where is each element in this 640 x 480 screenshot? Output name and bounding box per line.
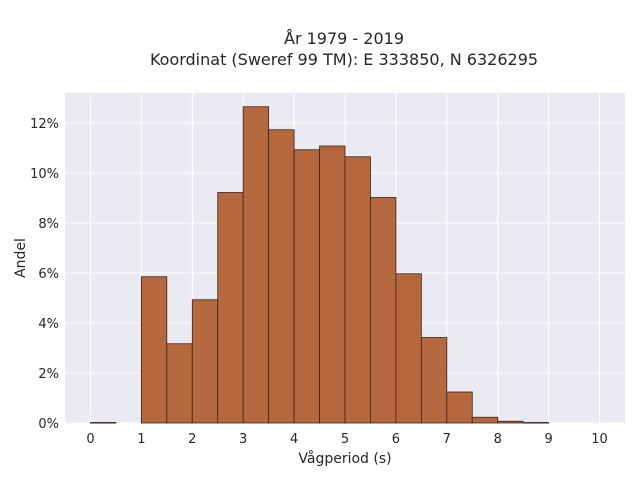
y-axis-label: Andel: [13, 238, 29, 278]
histogram-bars: [90, 106, 550, 424]
histogram-bar: [522, 422, 550, 424]
y-tick-label: 4%: [38, 317, 59, 332]
x-tick-label: 9: [544, 432, 552, 447]
y-tick-label: 12%: [30, 117, 59, 132]
histogram-bar: [319, 145, 346, 424]
x-tick-label: 3: [239, 432, 247, 447]
y-tick-label: 6%: [38, 267, 59, 282]
y-tick-label: 0%: [38, 417, 59, 432]
x-tick-label: 0: [86, 432, 94, 447]
chart-title: År 1979 - 2019: [284, 29, 404, 48]
x-tick-label: 5: [341, 432, 349, 447]
x-tick-label: 2: [188, 432, 196, 447]
x-tick-label: 7: [443, 432, 451, 447]
histogram-bar: [268, 129, 295, 424]
histogram-bar: [497, 420, 524, 424]
histogram-bar: [191, 299, 219, 424]
x-tick-label: 4: [290, 432, 298, 447]
histogram-bar: [242, 106, 270, 424]
y-tick-label: 10%: [30, 167, 59, 182]
x-axis-label: Vågperiod (s): [298, 450, 391, 467]
histogram-bar: [166, 343, 193, 424]
x-tick-label: 8: [494, 432, 502, 447]
histogram-bar: [471, 416, 499, 424]
x-tick-label: 6: [392, 432, 400, 447]
y-tick-label: 2%: [38, 367, 59, 382]
x-tick-label: 1: [137, 432, 145, 447]
y-tick-labels: 0% 2% 4% 6% 8% 10% 12%: [30, 117, 59, 432]
chart-subtitle: Koordinat (Sweref 99 TM): E 333850, N 63…: [149, 50, 539, 69]
histogram-bar: [140, 276, 168, 424]
histogram-bar: [344, 156, 371, 424]
histogram-bar: [446, 391, 473, 424]
histogram-bar: [293, 149, 320, 424]
y-tick-label: 8%: [38, 217, 59, 232]
histogram-bar: [420, 337, 448, 424]
histogram-bar: [370, 197, 397, 424]
x-tick-labels: 0 1 2 3 4 5 6 7 8 9 10: [86, 432, 608, 447]
histogram-bar: [395, 273, 422, 424]
histogram-bar: [90, 422, 117, 424]
chart-title-block: År 1979 - 2019 Koordinat (Sweref 99 TM):…: [0, 28, 640, 70]
x-tick-label: 10: [591, 432, 608, 447]
histogram-bar: [217, 192, 244, 424]
